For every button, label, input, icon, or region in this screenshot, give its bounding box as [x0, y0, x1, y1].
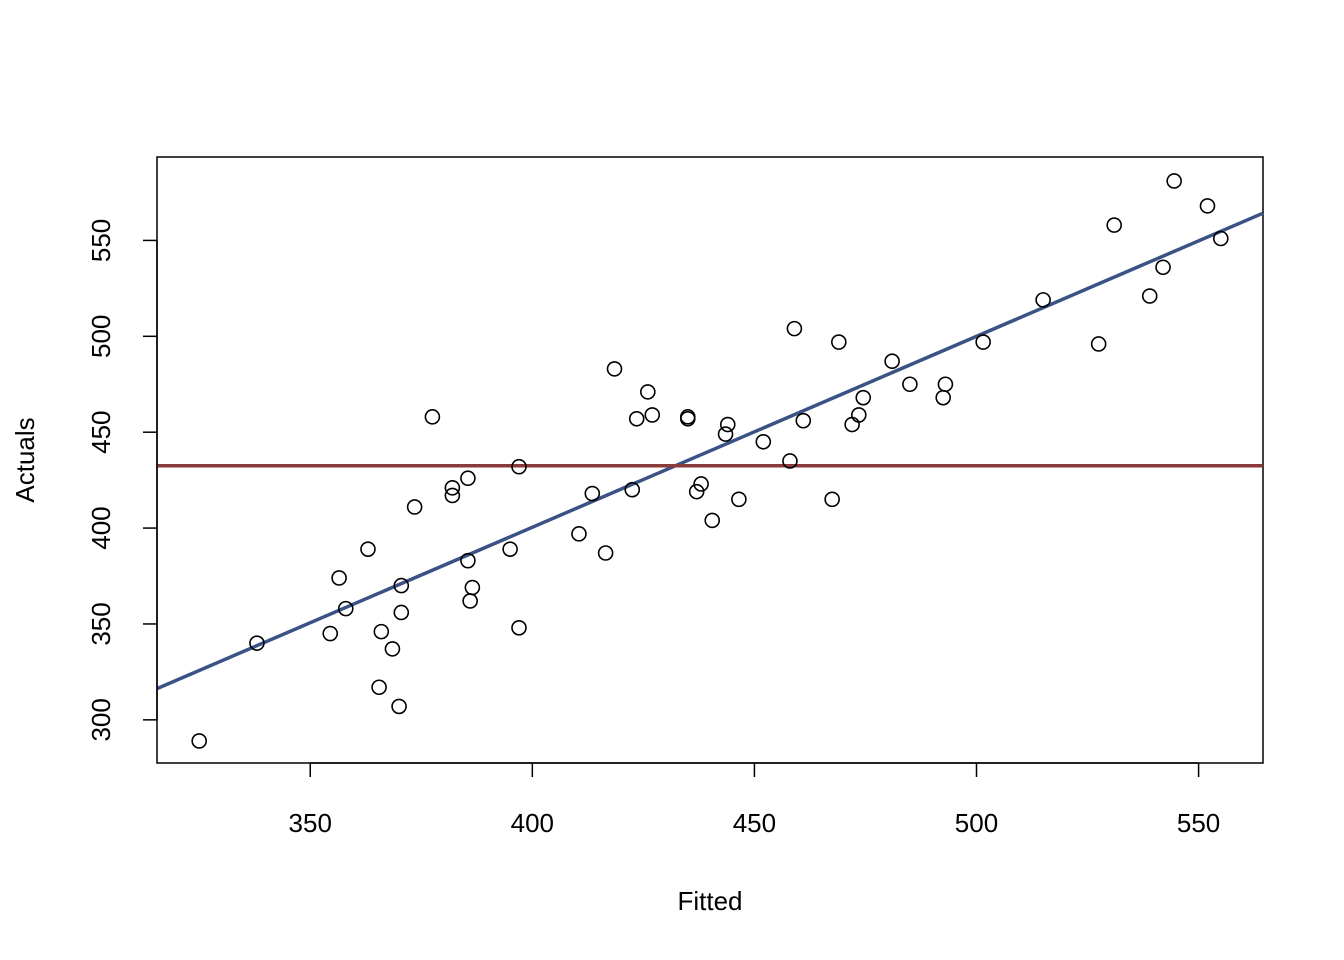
data-point	[1166, 173, 1182, 189]
data-point	[831, 334, 847, 350]
data-point	[337, 600, 354, 617]
data-point	[371, 679, 387, 696]
data-point	[679, 410, 696, 427]
y-tick-label: 300	[86, 698, 116, 741]
lines-layer	[156, 211, 1264, 691]
x-tick-label: 500	[955, 808, 998, 838]
x-tick-label: 450	[733, 808, 776, 838]
data-point	[460, 552, 476, 569]
data-point	[322, 625, 339, 642]
y-tick-label: 350	[86, 602, 116, 645]
y-tick-label: 400	[86, 506, 116, 549]
data-point	[935, 389, 951, 406]
y-axis: 300 350 400 450 500 550	[86, 219, 158, 742]
data-point	[597, 545, 614, 561]
data-point	[444, 487, 461, 504]
data-point	[693, 476, 709, 492]
x-axis: 350 400 450 500 550	[289, 762, 1220, 838]
data-point	[717, 426, 734, 442]
data-point	[937, 376, 954, 393]
data-point	[719, 416, 736, 433]
data-point	[786, 320, 803, 337]
x-tick-label: 400	[511, 808, 554, 838]
data-point	[331, 570, 347, 586]
y-axis-label: Actuals	[10, 417, 40, 502]
data-point	[1141, 288, 1158, 304]
data-point	[444, 480, 461, 496]
data-point	[1090, 336, 1107, 352]
data-point	[975, 334, 991, 350]
data-point	[393, 577, 410, 594]
data-point	[902, 376, 918, 393]
x-axis-label: Fitted	[677, 886, 742, 916]
data-point	[384, 641, 401, 657]
data-point	[704, 512, 721, 529]
data-point	[424, 409, 441, 425]
data-point	[844, 416, 860, 433]
data-point	[850, 407, 867, 423]
data-point	[624, 481, 641, 498]
data-point	[191, 733, 207, 749]
data-point	[755, 433, 772, 450]
data-point	[393, 604, 410, 621]
data-point	[782, 453, 798, 469]
data-point	[360, 541, 376, 557]
data-point	[511, 458, 527, 475]
data-point	[1213, 230, 1229, 247]
data-point	[373, 623, 390, 640]
data-point	[406, 499, 423, 515]
y-tick-label: 500	[86, 315, 116, 358]
data-point	[249, 635, 265, 651]
data-point	[855, 389, 872, 406]
data-point	[640, 384, 656, 400]
data-point	[824, 491, 840, 508]
data-point	[571, 526, 587, 542]
data-point	[1035, 292, 1051, 308]
y-tick-label: 550	[86, 219, 116, 262]
data-point	[1199, 198, 1216, 214]
data-point	[628, 410, 645, 427]
data-point	[795, 412, 812, 429]
data-point	[502, 541, 518, 557]
data-point	[462, 593, 478, 609]
data-point	[884, 353, 900, 370]
data-point	[644, 407, 661, 423]
data-point	[606, 361, 623, 377]
plot-area-frame	[156, 156, 1264, 764]
data-point	[688, 483, 705, 500]
y-tick-label: 450	[86, 410, 116, 453]
regression-line	[156, 211, 1264, 691]
points-layer	[191, 173, 1229, 749]
data-point	[1155, 259, 1171, 276]
data-point	[391, 698, 407, 715]
data-point	[511, 620, 527, 636]
x-tick-label: 550	[1177, 808, 1220, 838]
data-point	[584, 485, 601, 502]
x-tick-label: 350	[289, 808, 332, 838]
data-point	[460, 470, 476, 487]
data-point	[731, 491, 747, 508]
data-point	[1106, 217, 1123, 233]
data-point	[464, 579, 481, 596]
